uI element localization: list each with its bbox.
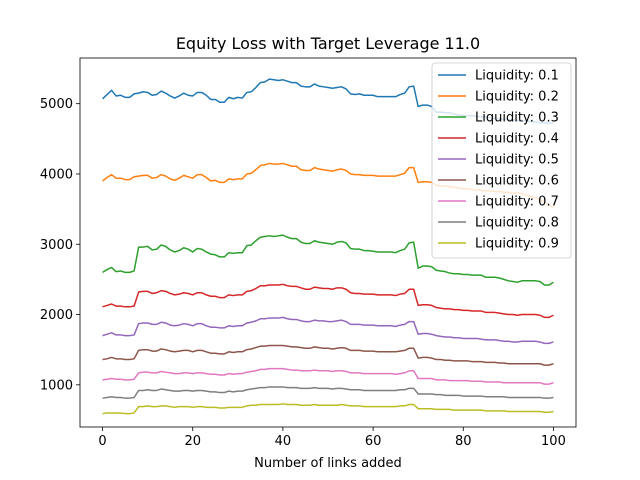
legend-label: Liquidity: 0.8 (475, 216, 559, 231)
legend-box (431, 62, 572, 259)
plot-frame (79, 57, 577, 428)
y-tick-label: 5000 (40, 97, 73, 112)
series-line-7 (102, 367, 554, 385)
legend-label: Liquidity: 0.3 (475, 111, 559, 126)
y-tick-label: 1000 (40, 378, 73, 393)
series-line-4 (102, 283, 554, 319)
y-tick-label: 4000 (40, 167, 73, 182)
legend-label: Liquidity: 0.9 (475, 237, 559, 252)
x-tick-label: 20 (184, 434, 201, 449)
legend-label: Liquidity: 0.5 (475, 153, 559, 168)
plot-area: 0 20 40 60 80 100 1000 2000 3000 4000 5000 Liquidit… (40, 57, 577, 449)
legend: Liquidity: 0.1 Liquidity: 0.2 Liquidity: 0… (431, 62, 572, 259)
series-line-6 (102, 344, 554, 366)
legend-label: Liquidity: 0.1 (475, 69, 559, 84)
legend-label: Liquidity: 0.7 (475, 195, 559, 210)
series-line-9 (102, 403, 554, 415)
series-line-5 (102, 316, 554, 345)
legend-label: Liquidity: 0.4 (475, 132, 559, 147)
x-tick-label: 0 (98, 434, 106, 449)
x-tick-label: 100 (541, 434, 566, 449)
legend-label: Liquidity: 0.2 (475, 90, 559, 105)
x-tick-label: 40 (275, 434, 292, 449)
y-tick-label: 3000 (40, 238, 73, 253)
x-tick-label: 80 (455, 434, 472, 449)
y-tick-label: 2000 (40, 308, 73, 323)
series-line-8 (102, 386, 554, 399)
chart-title: Equity Loss with Target Leverage 11.0 (176, 34, 480, 53)
series-line-3 (102, 234, 554, 286)
legend-label: Liquidity: 0.6 (475, 174, 559, 189)
x-axis-title: Number of links added (254, 456, 402, 471)
x-tick-label: 60 (365, 434, 382, 449)
